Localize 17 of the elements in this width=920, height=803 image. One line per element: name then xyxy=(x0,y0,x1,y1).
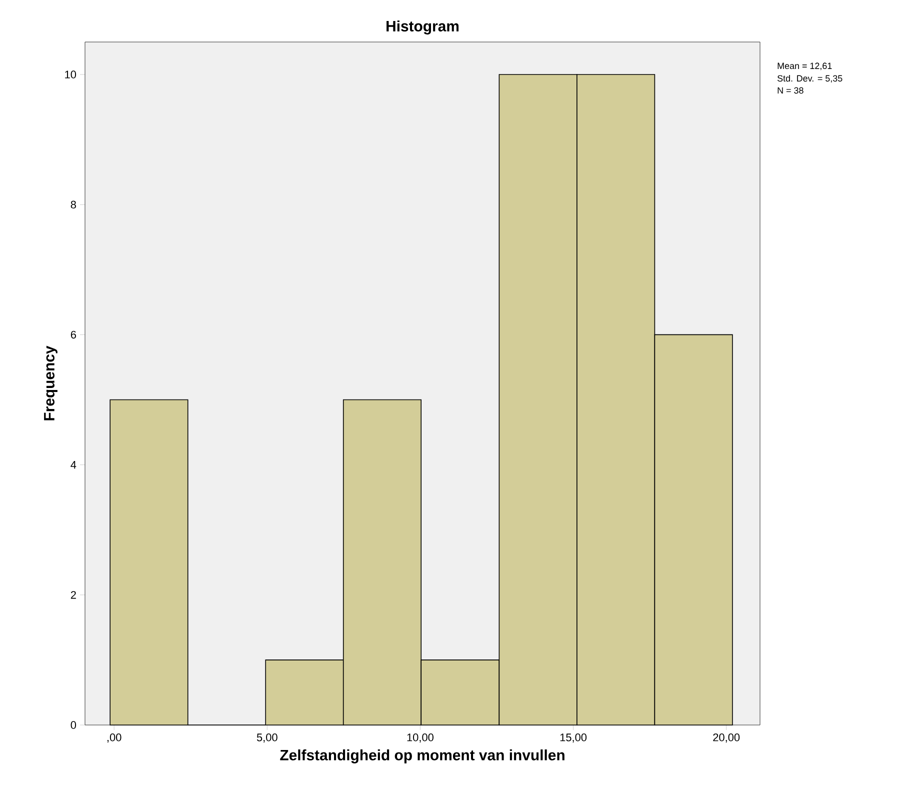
y-axis-title: Frequency xyxy=(44,346,58,420)
text: Std. Dev. = 5,35 xyxy=(777,74,842,83)
y-tick-label: 8 xyxy=(70,200,76,208)
x-tick-label: 20,00 xyxy=(713,734,740,743)
x-tick-label: 5,00 xyxy=(256,734,278,743)
x-axis-title: Zelfstandigheid op moment van invullen xyxy=(280,749,564,764)
y-tick-label: 6 xyxy=(70,330,76,339)
y-tick-label: 4 xyxy=(70,461,76,469)
text: Mean = 12,61 xyxy=(778,62,832,70)
y-tick-label: 2 xyxy=(70,591,76,599)
y-tick-label: 10 xyxy=(65,70,76,78)
text: N = 38 xyxy=(778,87,804,94)
x-tick-label: 15,00 xyxy=(560,734,587,743)
x-tick-label: 10,00 xyxy=(407,734,434,743)
x-tick-label: ,00 xyxy=(107,734,122,743)
y-tick-label: 0 xyxy=(70,721,76,729)
chart-title: Histogram xyxy=(386,20,459,34)
